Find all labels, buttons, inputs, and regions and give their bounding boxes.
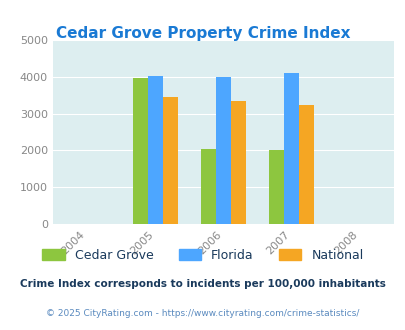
- Bar: [298, 105, 313, 224]
- Bar: [269, 150, 283, 224]
- Text: © 2025 CityRating.com - https://www.cityrating.com/crime-statistics/: © 2025 CityRating.com - https://www.city…: [46, 309, 359, 318]
- Bar: [132, 79, 147, 224]
- Text: Crime Index corresponds to incidents per 100,000 inhabitants: Crime Index corresponds to incidents per…: [20, 279, 385, 289]
- Bar: [230, 101, 245, 224]
- Bar: [215, 77, 230, 224]
- Bar: [162, 97, 177, 224]
- Text: Cedar Grove Property Crime Index: Cedar Grove Property Crime Index: [55, 26, 350, 41]
- Bar: [200, 148, 215, 224]
- Bar: [284, 73, 298, 224]
- Bar: [147, 76, 162, 224]
- Legend: Cedar Grove, Florida, National: Cedar Grove, Florida, National: [37, 244, 368, 267]
